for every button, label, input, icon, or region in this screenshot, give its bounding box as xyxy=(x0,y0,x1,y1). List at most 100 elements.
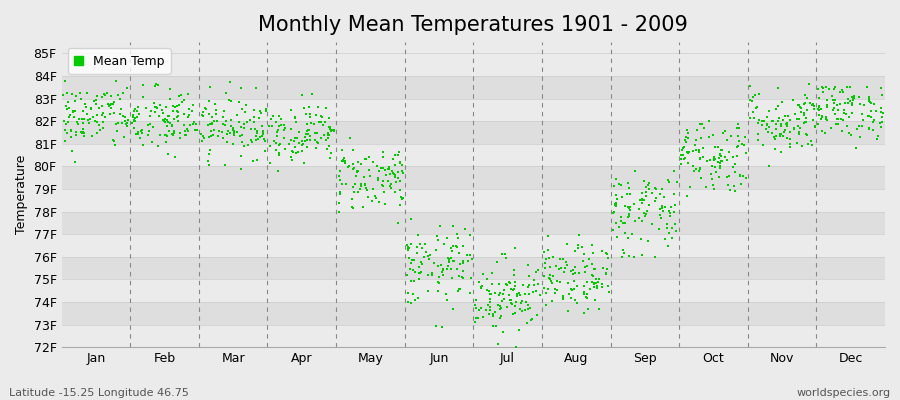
Point xyxy=(474,285,489,292)
Point xyxy=(244,136,258,143)
Point xyxy=(751,137,765,143)
Point xyxy=(301,126,315,133)
Point xyxy=(335,147,349,154)
Point xyxy=(728,168,742,175)
Point xyxy=(130,104,145,111)
Point xyxy=(812,106,826,113)
Point xyxy=(79,110,94,117)
Point xyxy=(206,127,220,133)
Point xyxy=(370,162,384,169)
Point xyxy=(404,278,419,284)
Point xyxy=(485,311,500,318)
Point xyxy=(158,138,173,145)
Point xyxy=(778,127,792,134)
Point xyxy=(301,120,315,127)
Point xyxy=(607,210,621,216)
Point xyxy=(840,123,854,129)
Point xyxy=(414,258,428,265)
Point xyxy=(731,143,745,150)
Point xyxy=(98,92,112,98)
Point xyxy=(641,238,655,244)
Point xyxy=(114,106,129,113)
Point xyxy=(430,263,445,270)
Point xyxy=(239,119,254,125)
Point xyxy=(184,108,199,114)
Point xyxy=(482,299,497,306)
Point xyxy=(500,282,514,289)
Point xyxy=(223,117,238,123)
Point xyxy=(337,157,351,163)
Point xyxy=(385,167,400,174)
Point xyxy=(755,118,770,124)
Point xyxy=(449,243,464,249)
Point xyxy=(546,254,561,261)
Point xyxy=(561,262,575,268)
Point xyxy=(498,251,512,258)
Point xyxy=(90,118,104,125)
Point xyxy=(278,146,293,152)
Point xyxy=(214,129,229,135)
Point xyxy=(525,316,539,322)
Point xyxy=(475,271,490,277)
Point xyxy=(211,133,225,139)
Point xyxy=(351,159,365,165)
Point xyxy=(294,142,309,148)
Point xyxy=(95,94,110,100)
Point xyxy=(769,120,783,127)
Point xyxy=(634,218,649,224)
Point xyxy=(484,270,499,276)
Point xyxy=(577,282,591,289)
Point xyxy=(276,134,291,141)
Point xyxy=(165,131,179,137)
Point xyxy=(401,247,416,253)
Point xyxy=(654,203,669,209)
Point xyxy=(396,170,410,176)
Point xyxy=(244,126,258,133)
Point xyxy=(609,220,624,226)
Point xyxy=(627,168,642,174)
Point xyxy=(599,251,614,258)
Point xyxy=(799,131,814,138)
Point xyxy=(674,147,688,153)
Point xyxy=(713,162,727,169)
Point xyxy=(146,124,160,130)
Point xyxy=(800,132,814,138)
Point xyxy=(845,97,859,103)
Point xyxy=(623,204,637,210)
Point xyxy=(450,244,464,250)
Point xyxy=(354,183,368,189)
Point xyxy=(760,129,775,135)
Point xyxy=(354,181,368,188)
Point xyxy=(392,178,407,185)
Point xyxy=(506,286,520,293)
Point xyxy=(493,306,508,312)
Point xyxy=(256,131,270,138)
Point xyxy=(152,112,166,119)
Point xyxy=(508,283,523,290)
Point xyxy=(313,135,328,141)
Point xyxy=(109,121,123,127)
Point xyxy=(162,113,176,120)
Point xyxy=(250,128,265,134)
Point xyxy=(175,92,189,98)
Point xyxy=(830,116,844,123)
Point xyxy=(473,304,488,311)
Point xyxy=(807,123,822,129)
Point xyxy=(301,131,315,137)
Point xyxy=(85,106,99,112)
Point xyxy=(274,122,288,128)
Point xyxy=(111,92,125,98)
Point xyxy=(392,186,407,193)
Point xyxy=(64,127,78,133)
Point xyxy=(272,152,286,158)
Point xyxy=(711,144,725,150)
Point xyxy=(731,133,745,140)
Point xyxy=(227,128,241,135)
Point xyxy=(755,122,770,128)
Point xyxy=(72,116,86,122)
Bar xyxy=(61,54,885,76)
Point xyxy=(568,264,582,270)
Point xyxy=(774,99,788,105)
Point xyxy=(742,82,757,89)
Point xyxy=(195,133,210,140)
